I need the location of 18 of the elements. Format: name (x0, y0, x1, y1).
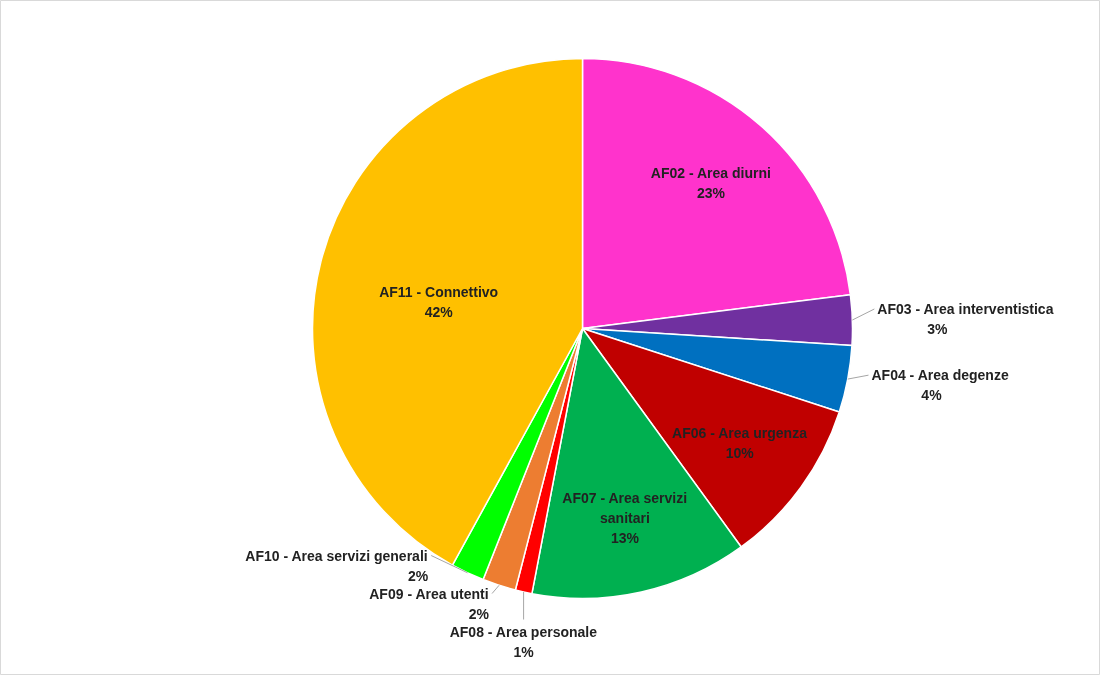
data-label: 13% (610, 530, 640, 547)
data-label: 10% (725, 444, 755, 461)
slice-label: AF07 - Area servizi sanitari (562, 490, 688, 527)
slice-label: AF02 - Area diurni (650, 164, 771, 181)
data-label: 2% (407, 567, 429, 584)
slice-label: AF09 - Area utenti (369, 585, 489, 602)
slice-label: AF04 - Area degenze (871, 367, 1009, 384)
data-label: 1% (513, 643, 535, 660)
data-label: 42% (424, 303, 454, 320)
data-label: 23% (697, 184, 726, 201)
data-label: 4% (921, 387, 943, 404)
data-label: 2% (468, 605, 490, 622)
slice-label: AF06 - Area urgenza (672, 424, 808, 441)
slice-label: AF10 - Area servizi generali (245, 547, 428, 564)
data-label: 3% (927, 321, 948, 337)
slice-label: AF08 - Area personale (449, 623, 598, 640)
slice-label: AF03 - Area interventistica (877, 301, 1054, 317)
slice-label: AF11 - Connettivo (379, 283, 499, 300)
